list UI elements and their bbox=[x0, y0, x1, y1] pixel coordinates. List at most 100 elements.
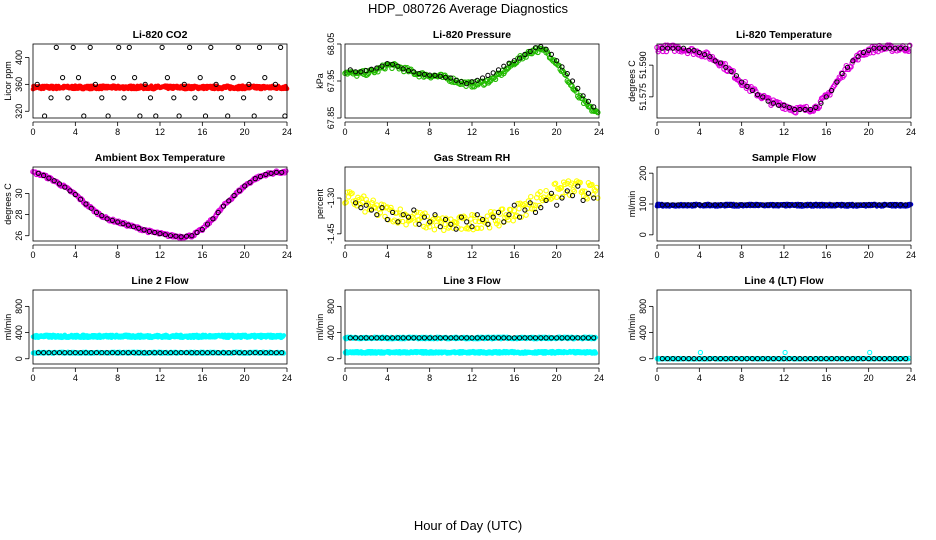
data-point bbox=[88, 205, 94, 211]
data-point bbox=[358, 69, 364, 75]
data-point bbox=[141, 227, 147, 233]
data-point bbox=[205, 221, 211, 227]
data-point bbox=[220, 203, 227, 209]
data-point bbox=[241, 95, 247, 101]
x-tick-label: 8 bbox=[427, 127, 432, 137]
y-tick-label: 400 bbox=[14, 325, 24, 340]
data-point bbox=[251, 113, 257, 119]
plot-frame bbox=[344, 166, 600, 242]
dense-point bbox=[569, 180, 575, 186]
series-averages bbox=[35, 169, 285, 240]
data-point bbox=[48, 95, 54, 101]
y-axis-label: kPa bbox=[315, 73, 325, 89]
x-tick-label: 8 bbox=[739, 250, 744, 260]
data-point bbox=[162, 232, 168, 238]
y-tick-label: 400 bbox=[326, 325, 336, 340]
dense-point bbox=[663, 48, 670, 55]
data-point bbox=[157, 231, 163, 237]
data-point bbox=[246, 81, 252, 88]
dense-point bbox=[569, 83, 575, 89]
data-point bbox=[197, 75, 203, 81]
data-point bbox=[665, 45, 671, 51]
x-axis: 0 4 8 12 16 20 24 bbox=[342, 367, 604, 383]
data-point bbox=[225, 113, 231, 119]
dense-point bbox=[388, 204, 394, 211]
panel-title: Sample Flow bbox=[752, 152, 817, 164]
x-axis: 0 4 8 12 16 20 24 bbox=[342, 121, 604, 137]
data-point bbox=[786, 104, 792, 111]
data-point bbox=[347, 67, 353, 73]
x-tick-label: 24 bbox=[282, 127, 292, 137]
dense-point bbox=[590, 107, 596, 114]
data-point bbox=[802, 106, 808, 113]
x-tick-label: 24 bbox=[906, 250, 916, 260]
y-tick-label: 0 bbox=[638, 232, 648, 237]
data-point bbox=[432, 212, 438, 218]
data-point bbox=[490, 214, 496, 220]
y-tick-label: 800 bbox=[326, 299, 336, 314]
x-tick-label: 8 bbox=[427, 250, 432, 260]
x-axis: 0 4 8 12 16 20 24 bbox=[30, 367, 292, 383]
data-point bbox=[458, 214, 464, 220]
data-point bbox=[691, 47, 697, 53]
data-point bbox=[81, 113, 87, 119]
data-point bbox=[183, 233, 190, 239]
data-point bbox=[210, 216, 216, 222]
data-point bbox=[278, 44, 284, 51]
data-point bbox=[511, 202, 517, 208]
panel-title: Li-820 Temperature bbox=[736, 29, 832, 41]
dense-point bbox=[472, 218, 479, 224]
data-point bbox=[159, 44, 165, 51]
x-tick-label: 16 bbox=[197, 127, 207, 137]
data-point bbox=[395, 63, 401, 69]
dense-point bbox=[426, 224, 433, 230]
data-point bbox=[105, 113, 111, 119]
data-point bbox=[379, 63, 385, 69]
y-tick-label: 360 bbox=[14, 77, 24, 92]
series-averages bbox=[659, 45, 909, 113]
dense-point bbox=[475, 225, 481, 232]
y-tick-label: 320 bbox=[14, 104, 24, 119]
x-tick-label: 12 bbox=[779, 127, 789, 137]
data-point bbox=[554, 58, 560, 64]
data-point bbox=[268, 170, 274, 176]
x-tick-label: 4 bbox=[697, 250, 702, 260]
data-point bbox=[887, 45, 893, 51]
x-tick-label: 0 bbox=[342, 250, 347, 260]
data-point bbox=[458, 79, 464, 85]
data-point bbox=[829, 87, 835, 94]
data-point bbox=[390, 61, 396, 67]
data-point bbox=[792, 106, 798, 113]
data-point bbox=[384, 216, 390, 223]
data-point bbox=[442, 216, 449, 223]
data-point bbox=[670, 45, 676, 51]
dense-point bbox=[461, 213, 467, 219]
dense-point bbox=[722, 61, 728, 67]
dense-point bbox=[418, 214, 425, 221]
dense-point bbox=[448, 216, 454, 222]
data-point bbox=[178, 234, 184, 240]
data-point bbox=[400, 66, 406, 72]
data-point bbox=[213, 81, 219, 88]
data-point bbox=[776, 102, 782, 108]
data-point bbox=[181, 81, 187, 88]
data-point bbox=[121, 95, 127, 101]
data-point bbox=[559, 64, 565, 70]
data-point bbox=[474, 212, 480, 218]
dense-point bbox=[855, 57, 861, 63]
data-point bbox=[146, 228, 152, 235]
dense-point bbox=[543, 187, 549, 194]
data-point bbox=[374, 212, 380, 218]
dense-point bbox=[523, 54, 529, 60]
data-point bbox=[585, 190, 592, 196]
dense-point bbox=[481, 82, 487, 88]
data-point bbox=[93, 209, 100, 216]
data-point bbox=[813, 104, 819, 111]
dense-point bbox=[496, 223, 502, 229]
x-tick-label: 24 bbox=[594, 373, 604, 383]
x-tick-label: 16 bbox=[197, 250, 207, 260]
data-point bbox=[62, 184, 68, 190]
